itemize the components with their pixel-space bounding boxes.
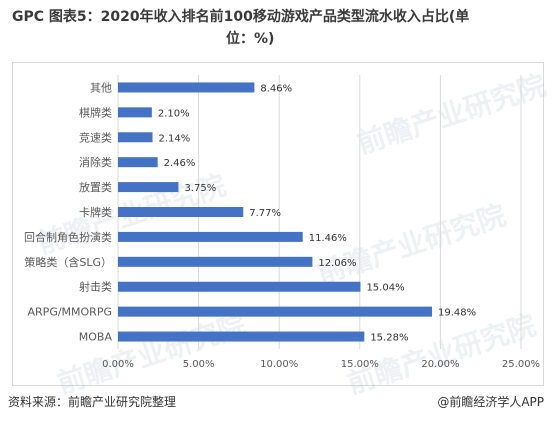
- x-tick-label-0: 0.00%: [102, 359, 134, 370]
- category-label-7: 策略类（含SLG）: [24, 255, 112, 269]
- value-label-8: 15.04%: [366, 283, 404, 294]
- value-label-9: 19.48%: [438, 308, 476, 319]
- credit-note: @前瞻经济学人APP: [437, 395, 544, 409]
- source-note: 资料来源：前瞻产业研究院整理: [8, 395, 177, 409]
- category-label-3: 消除类: [79, 155, 112, 169]
- bar-1: [118, 107, 152, 118]
- category-label-4: 放置类: [79, 180, 112, 194]
- category-label-8: 射击类: [79, 280, 112, 294]
- category-label-5: 卡牌类: [79, 205, 112, 219]
- category-label-9: ARPG/MMORPG: [28, 306, 112, 319]
- x-tick-label-4: 20.00%: [421, 359, 459, 370]
- value-label-2: 2.14%: [158, 133, 190, 144]
- bar-10: [118, 331, 365, 342]
- chart-frame: 前瞻产业研究院 前瞻产业研究院 前瞻产业研究院 前瞻产业研究院 前瞻产业研究院 …: [12, 62, 550, 400]
- bar-7: [118, 256, 313, 267]
- bar-chart: 其他 8.46% 棋牌类 2.10% 竞速类 2.14% 消除类 2.46% 放置类 3.75% 卡…: [24, 75, 540, 370]
- bar-4: [118, 182, 179, 193]
- bar-2: [118, 132, 153, 143]
- chart-title-line1: GPC 图表5：2020年收入排名前100移动游戏产品类型流水收入占比(单: [12, 9, 470, 25]
- bar-3: [118, 157, 158, 168]
- x-tick-label-1: 5.00%: [183, 359, 215, 370]
- bar-8: [118, 281, 361, 292]
- value-label-0: 8.46%: [260, 83, 292, 94]
- x-tick-label-5: 25.00%: [502, 359, 540, 370]
- category-label-10: MOBA: [79, 331, 113, 344]
- chart-title-line2: 位：%): [226, 31, 275, 47]
- value-label-6: 11.46%: [309, 233, 347, 244]
- chart-title: GPC 图表5：2020年收入排名前100移动游戏产品类型流水收入占比(单 位：…: [12, 6, 542, 50]
- value-label-7: 12.06%: [318, 258, 356, 269]
- bar-6: [118, 231, 303, 242]
- bar-5: [118, 207, 244, 217]
- value-label-1: 2.10%: [158, 108, 190, 119]
- category-label-2: 竞速类: [79, 130, 112, 144]
- bar-9: [118, 306, 433, 317]
- value-label-10: 15.28%: [370, 333, 408, 344]
- footer: 资料来源：前瞻产业研究院整理 @前瞻经济学人APP: [8, 393, 548, 413]
- x-tick-label-2: 10.00%: [260, 359, 298, 370]
- bar-0: [118, 82, 255, 93]
- value-label-5: 7.77%: [249, 208, 281, 219]
- value-label-4: 3.75%: [184, 183, 216, 194]
- value-label-3: 2.46%: [164, 158, 196, 169]
- category-label-6: 回合制角色扮演类: [24, 230, 112, 244]
- category-label-0: 其他: [90, 81, 112, 94]
- x-tick-label-3: 15.00%: [341, 359, 379, 370]
- category-label-1: 棋牌类: [79, 105, 112, 119]
